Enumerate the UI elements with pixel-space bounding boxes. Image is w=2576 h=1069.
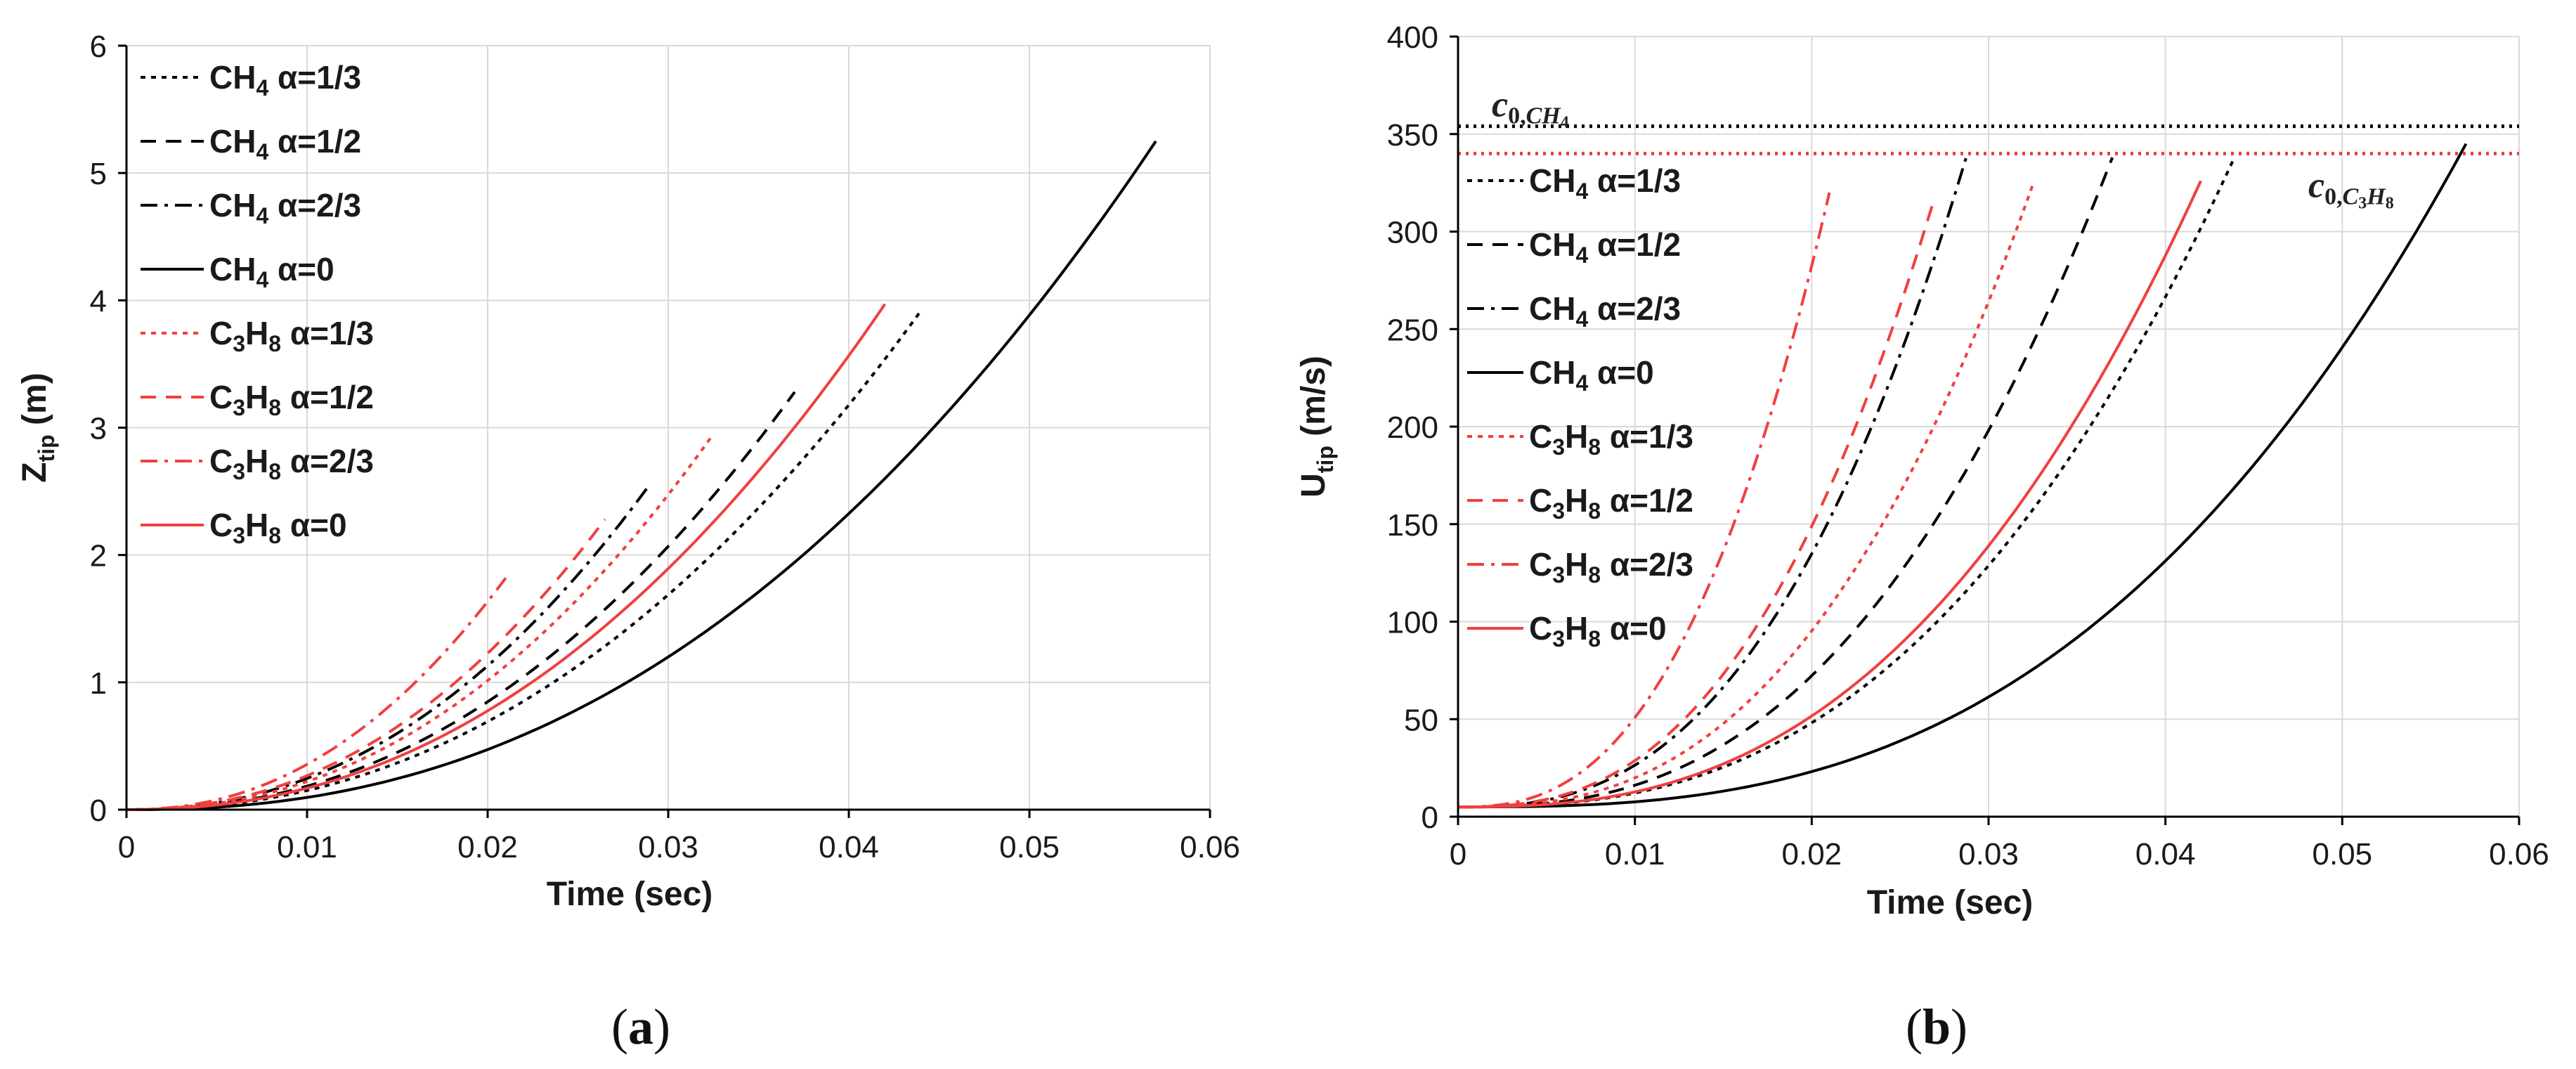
y-tick-label-5: 5 xyxy=(90,157,107,191)
legend-label-c3h8_23: C3H8 α=2/3 xyxy=(1529,546,1693,588)
x-tick-label-2: 0.02 xyxy=(1782,837,1842,872)
y-tick-label-2: 2 xyxy=(90,539,107,574)
x-axis-title: Time (sec) xyxy=(547,876,713,913)
y-tick-label-7: 350 xyxy=(1387,118,1438,153)
x-tick-label-3: 0.03 xyxy=(638,830,698,864)
y-tick-label-0: 0 xyxy=(90,793,107,828)
legend-label-c3h8_0: C3H8 α=0 xyxy=(1529,610,1667,652)
series-line-c3h8_23 xyxy=(126,577,507,811)
y-tick-label-8: 400 xyxy=(1387,20,1438,55)
y-tick-label-1: 1 xyxy=(90,666,107,701)
x-tick-label-4: 0.04 xyxy=(819,830,879,864)
x-tick-label-4: 0.04 xyxy=(2135,837,2196,872)
series-line-c3h8_23 xyxy=(1458,192,1831,809)
y-tick-label-1: 50 xyxy=(1404,703,1438,737)
legend-label-ch4_23: CH4 α=2/3 xyxy=(1529,290,1681,332)
legend-item-c3h8_0: C3H8 α=0 xyxy=(141,507,347,548)
legend-label-ch4_13: CH4 α=1/3 xyxy=(209,59,361,101)
legend-label-c3h8_23: C3H8 α=2/3 xyxy=(209,443,374,484)
legend-label-ch4_23: CH4 α=2/3 xyxy=(209,187,361,228)
panel-a-chart: 0 0.01 0.02 0.03 0.04 0.05 0.06 0 1 2 3 4 5 6 Time (se… xyxy=(16,30,1240,1055)
x-axis-title: Time (sec) xyxy=(1867,884,2034,921)
legend-label-c3h8_12: C3H8 α=1/2 xyxy=(209,379,374,420)
y-tick-label-5: 250 xyxy=(1387,313,1438,347)
x-tick-label-1: 0.01 xyxy=(277,830,337,864)
x-tick-label-6: 0.06 xyxy=(1180,830,1240,864)
series-line-ch4_0 xyxy=(1458,143,2468,809)
series-line-c3h8_0 xyxy=(1458,180,2202,809)
legend-item-c3h8_12: C3H8 α=1/2 xyxy=(1467,482,1693,524)
reference-label-c0_ch4: c0,CH4 xyxy=(1492,85,1569,132)
legend-item-ch4_23: CH4 α=2/3 xyxy=(141,187,361,228)
x-tick-label-6: 0.06 xyxy=(2489,837,2549,872)
series-line-c3h8_12 xyxy=(1458,205,1934,809)
y-tick-label-3: 150 xyxy=(1387,508,1438,543)
x-tick-label-2: 0.02 xyxy=(457,830,518,864)
legend-label-ch4_12: CH4 α=1/2 xyxy=(1529,226,1681,268)
panel-label: (b) xyxy=(1906,999,1967,1055)
legend-label-c3h8_0: C3H8 α=0 xyxy=(209,507,347,548)
y-tick-label-2: 100 xyxy=(1387,606,1438,640)
panel-label: (a) xyxy=(611,999,670,1055)
legend-item-ch4_13: CH4 α=1/3 xyxy=(141,59,361,101)
y-tick-label-4: 200 xyxy=(1387,410,1438,445)
legend-item-ch4_13: CH4 α=1/3 xyxy=(1467,162,1681,204)
legend-item-c3h8_0: C3H8 α=0 xyxy=(1467,610,1667,652)
legend-label-ch4_13: CH4 α=1/3 xyxy=(1529,162,1681,204)
legend-item-ch4_12: CH4 α=1/2 xyxy=(141,123,361,164)
legend-item-c3h8_12: C3H8 α=1/2 xyxy=(141,379,374,420)
series-line-c3h8_13 xyxy=(126,433,715,811)
x-tick-label-3: 0.03 xyxy=(1958,837,2019,872)
reference-label-c0_c3h8: c0,C3H8 xyxy=(2308,166,2394,213)
x-tick-label-0: 0 xyxy=(118,830,135,864)
legend-item-ch4_23: CH4 α=2/3 xyxy=(1467,290,1681,332)
legend-label-ch4_0: CH4 α=0 xyxy=(1529,354,1654,396)
y-tick-label-6: 300 xyxy=(1387,216,1438,250)
legend-label-ch4_0: CH4 α=0 xyxy=(209,251,334,292)
x-tick-label-0: 0 xyxy=(1450,837,1466,872)
legend-item-c3h8_13: C3H8 α=1/3 xyxy=(1467,418,1693,460)
legend-label-ch4_12: CH4 α=1/2 xyxy=(209,123,361,164)
series-line-ch4_12 xyxy=(1458,157,2114,809)
legend-label-c3h8_12: C3H8 α=1/2 xyxy=(1529,482,1693,524)
legend-label-c3h8_13: C3H8 α=1/3 xyxy=(209,315,374,356)
y-axis-title: Utip (m/s) xyxy=(1295,356,1338,498)
legend-label-c3h8_13: C3H8 α=1/3 xyxy=(1529,418,1693,460)
series-line-ch4_0 xyxy=(126,140,1157,811)
legend-item-ch4_0: CH4 α=0 xyxy=(1467,354,1654,396)
y-tick-label-3: 3 xyxy=(90,412,107,446)
series-line-c3h8_0 xyxy=(126,303,887,811)
panel-b-chart: 0 0.01 0.02 0.03 0.04 0.05 0.06 0 50 100 150 200 250… xyxy=(1295,20,2549,1055)
x-tick-label-5: 0.05 xyxy=(2312,837,2373,872)
legend: CH4 α=1/3 CH4 α=1/2 CH4 α=2/3 CH4 α=0 C3H8 α… xyxy=(1467,162,1693,652)
legend-item-ch4_12: CH4 α=1/2 xyxy=(1467,226,1681,268)
legend-item-c3h8_23: C3H8 α=2/3 xyxy=(141,443,374,484)
legend: CH4 α=1/3 CH4 α=1/2 CH4 α=2/3 CH4 α=0 C3H8 α… xyxy=(141,59,374,548)
y-tick-label-0: 0 xyxy=(1422,801,1438,835)
legend-item-c3h8_13: C3H8 α=1/3 xyxy=(141,315,374,356)
legend-item-ch4_0: CH4 α=0 xyxy=(141,251,334,292)
legend-item-c3h8_23: C3H8 α=2/3 xyxy=(1467,546,1693,588)
x-tick-label-5: 0.05 xyxy=(999,830,1060,864)
y-tick-label-6: 6 xyxy=(90,30,107,64)
series-line-c3h8_12 xyxy=(126,518,606,811)
y-tick-label-4: 4 xyxy=(90,284,107,318)
y-axis-title: Ztip (m) xyxy=(16,372,59,482)
series-line-c3h8_13 xyxy=(1458,184,2034,809)
x-tick-label-1: 0.01 xyxy=(1605,837,1665,872)
